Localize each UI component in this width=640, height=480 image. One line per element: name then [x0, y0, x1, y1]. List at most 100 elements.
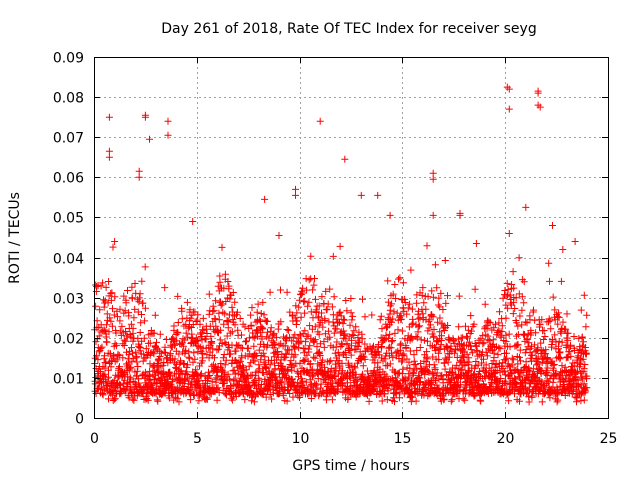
roti-point [559, 318, 567, 326]
roti-point [399, 365, 407, 373]
roti-point [141, 317, 149, 325]
roti-point [430, 332, 438, 340]
roti-point [544, 378, 552, 386]
roti-point [262, 364, 270, 372]
roti-point [523, 336, 531, 343]
roti-point [202, 335, 210, 343]
roti-point [231, 298, 239, 306]
roti-point [259, 369, 267, 377]
roti-point [103, 310, 111, 318]
roti-point [530, 306, 537, 314]
roti-point-high [386, 211, 394, 219]
roti-point [490, 324, 498, 332]
roti-point [440, 395, 448, 403]
roti-point [455, 292, 463, 300]
roti-point [523, 319, 531, 327]
roti-point [270, 329, 278, 337]
roti-point [556, 349, 563, 357]
roti-point-high [505, 230, 513, 237]
roti-point [248, 371, 256, 379]
roti-point [109, 243, 117, 251]
roti-point [509, 310, 517, 318]
roti-point [224, 370, 232, 378]
roti-point [301, 297, 309, 305]
roti-point [423, 242, 431, 250]
roti-point-high [292, 191, 299, 199]
roti-point [407, 266, 415, 274]
roti-point [128, 294, 136, 302]
roti-point [551, 331, 559, 339]
roti-point [414, 389, 422, 397]
roti-point [580, 396, 588, 404]
roti-point [317, 380, 325, 388]
roti-point [363, 367, 371, 375]
roti-point [291, 351, 299, 359]
roti-point [502, 356, 509, 364]
y-tick-label: 0.07 [53, 131, 84, 147]
roti-point [436, 328, 444, 336]
roti-point [407, 392, 415, 400]
roti-point [554, 390, 562, 398]
roti-point [477, 335, 485, 343]
roti-point [128, 283, 136, 291]
roti-point [305, 298, 313, 306]
roti-point [129, 349, 136, 357]
roti-point [241, 396, 249, 404]
roti-point [420, 299, 428, 307]
roti-point [306, 322, 314, 330]
roti-point [185, 374, 193, 382]
roti-point [444, 292, 451, 300]
roti-point [153, 338, 160, 346]
roti-point [129, 324, 137, 332]
roti-point [556, 348, 564, 356]
roti-point [296, 330, 304, 338]
roti-point [422, 358, 430, 366]
plot-frame [94, 57, 609, 419]
roti-point [455, 365, 463, 373]
roti-point [433, 385, 441, 393]
x-tick-label: 20 [497, 431, 515, 447]
roti-point [528, 357, 535, 365]
roti-point [218, 243, 226, 251]
roti-point [545, 259, 553, 267]
roti-point [380, 336, 388, 344]
roti-point [224, 324, 232, 332]
roti-point [126, 364, 134, 372]
roti-point [381, 355, 389, 363]
roti-point [109, 305, 116, 313]
roti-point [136, 290, 144, 298]
roti-point [264, 328, 271, 336]
roti-point [516, 372, 524, 380]
roti-point [482, 367, 489, 375]
y-tick-label: 0 [75, 412, 84, 428]
roti-point [441, 365, 449, 373]
roti-point [333, 338, 341, 346]
roti-point [246, 383, 254, 391]
roti-point [389, 290, 397, 298]
roti-point [283, 288, 291, 296]
roti-point [546, 317, 554, 325]
roti-point [383, 324, 390, 332]
roti-point [150, 367, 158, 375]
roti-point [457, 381, 465, 389]
roti-point [96, 306, 104, 314]
roti-point [165, 394, 173, 402]
roti-point [378, 343, 386, 350]
roti-point [313, 385, 321, 393]
roti-point [138, 311, 145, 318]
roti-point [331, 349, 339, 357]
roti-point [277, 286, 284, 294]
roti-point [488, 380, 496, 388]
roti-point [314, 375, 322, 383]
roti-point [578, 333, 586, 341]
roti-point-high [429, 211, 437, 219]
roti-point-high [105, 147, 113, 155]
roti-point [233, 308, 241, 316]
roti-point [404, 304, 412, 312]
roti-point [227, 384, 235, 392]
roti-point [108, 322, 116, 330]
roti-point [412, 397, 420, 405]
roti-point [178, 315, 186, 323]
roti-point [206, 372, 214, 379]
roti-point [386, 306, 394, 314]
